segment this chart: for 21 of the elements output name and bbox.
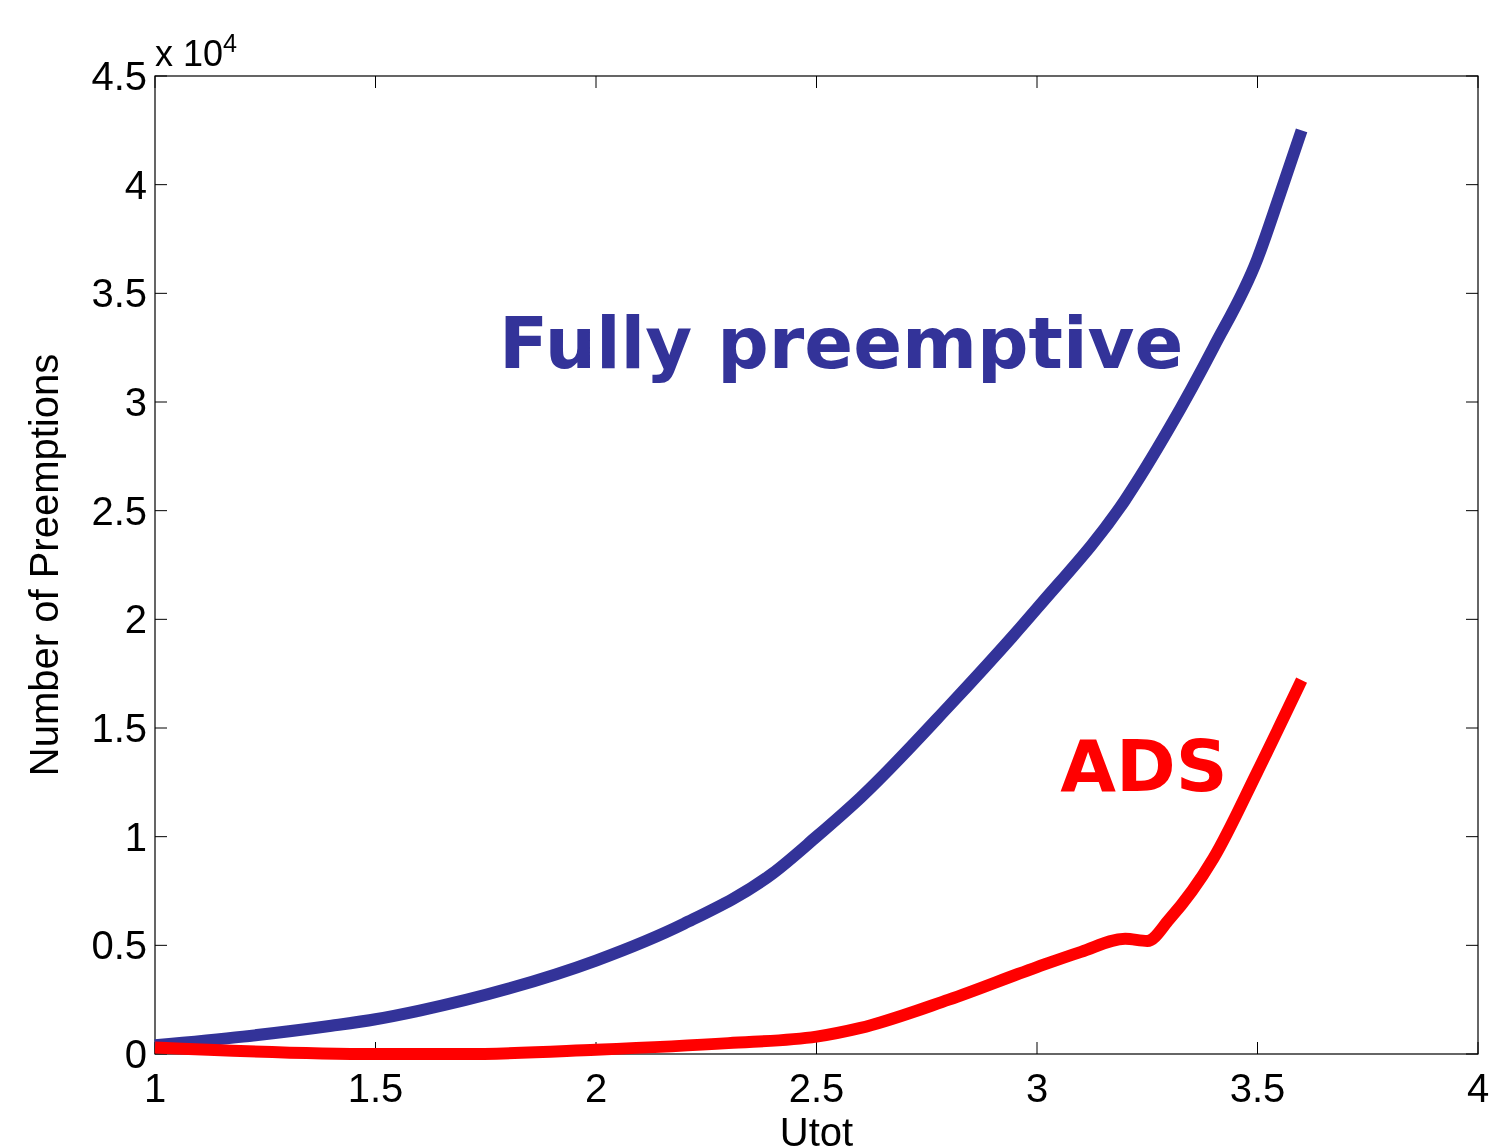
text: x 10$^{4}$ bbox=[155, 29, 238, 74]
series-label: Fully preemptive bbox=[499, 300, 1184, 385]
y-tick-label: 2 bbox=[124, 597, 147, 642]
y-tick-label: 3 bbox=[124, 380, 147, 424]
x-tick-label: 4 bbox=[1466, 1066, 1490, 1110]
x-tick-label: 2 bbox=[584, 1066, 608, 1110]
y-tick-label: 0.5 bbox=[91, 923, 147, 968]
x-tick-label: 1.5 bbox=[347, 1066, 404, 1110]
x-tick-label: 3 bbox=[1025, 1066, 1049, 1110]
y-tick-label: 0 bbox=[124, 1032, 147, 1076]
y-tick-label: 4.5 bbox=[91, 54, 147, 98]
y-tick-label: 1.5 bbox=[91, 706, 147, 750]
x-axis-title: Utot bbox=[779, 1110, 854, 1147]
y-axis-title: Number of Preemptions bbox=[22, 353, 66, 777]
x-tick-label: 2.5 bbox=[788, 1066, 845, 1110]
y-tick-label: 3.5 bbox=[91, 271, 147, 316]
x-tick-label: 3.5 bbox=[1229, 1066, 1286, 1110]
series-label: ADS bbox=[1060, 724, 1228, 809]
y-tick-label: 2.5 bbox=[91, 488, 147, 533]
y-tick-label: 4 bbox=[124, 162, 147, 207]
y-tick-label: 1 bbox=[124, 814, 147, 859]
